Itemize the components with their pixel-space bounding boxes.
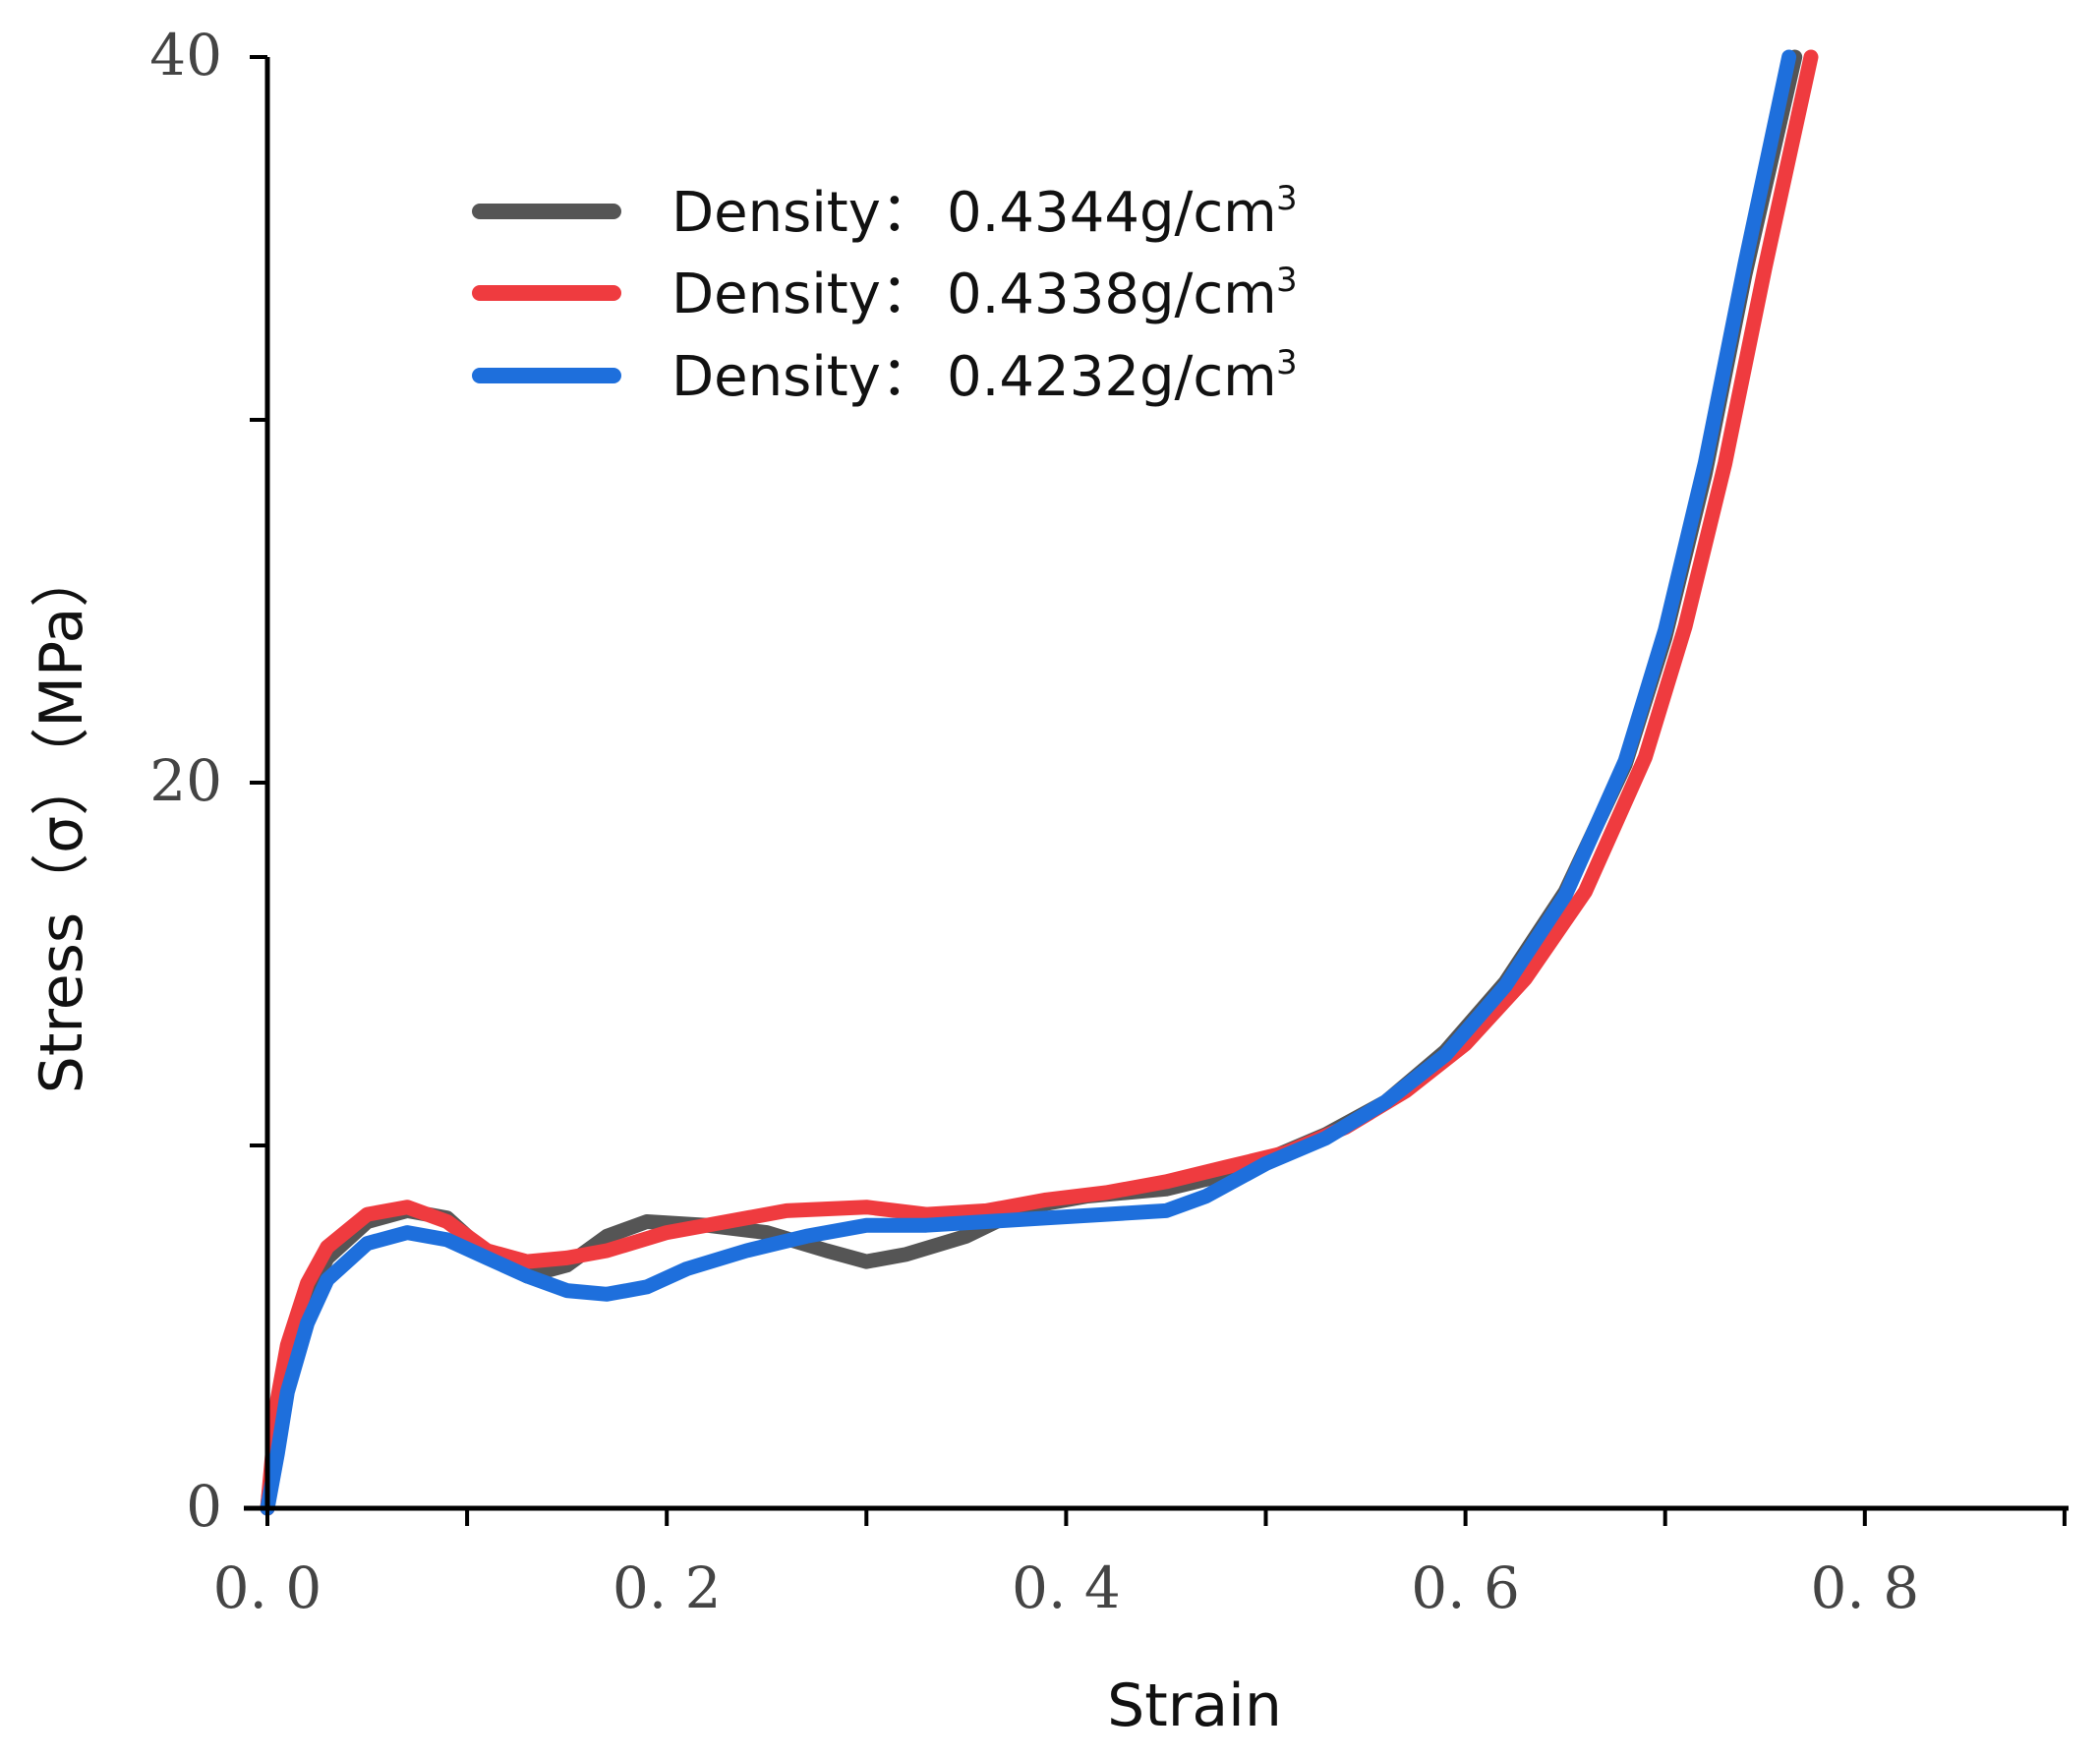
series-line-3: [260, 49, 1797, 1516]
legend-superscript: 3: [1276, 343, 1298, 382]
x-tick-label: 0. 2: [612, 1554, 722, 1621]
x-axis-ticks: [265, 1508, 2067, 1526]
x-axis-tick-labels: 0. 0 0. 2 0. 4 0. 6 0. 8: [213, 1554, 1919, 1621]
plot-area: [260, 49, 1819, 1516]
y-tick-label: 40: [149, 22, 222, 88]
legend-label: Density：: [671, 181, 936, 245]
legend-value: 0.4344g/cm: [947, 181, 1277, 245]
x-tick-label: 0. 0: [213, 1554, 322, 1621]
y-axis-title: Stress（σ）（MPa）: [28, 549, 96, 1093]
x-tick-label: 0. 8: [1810, 1554, 1919, 1621]
legend-superscript: 3: [1276, 179, 1298, 218]
series-line-2: [260, 49, 1819, 1516]
legend-label: Density：: [671, 263, 936, 326]
x-tick-label: 0. 6: [1411, 1554, 1520, 1621]
y-axis-tick-labels: 0 20 40: [149, 22, 222, 1540]
legend-value: 0.4338g/cm: [947, 263, 1277, 326]
x-axis-title: Strain: [1107, 1671, 1282, 1740]
y-axis-ticks: [250, 55, 267, 1510]
legend-value: 0.4232g/cm: [947, 345, 1277, 409]
legend-label: Density：: [671, 345, 936, 409]
x-tick-label: 0. 4: [1012, 1554, 1121, 1621]
y-tick-label: 20: [149, 747, 222, 814]
legend-superscript: 3: [1276, 261, 1298, 300]
y-tick-label: 0: [186, 1473, 222, 1540]
